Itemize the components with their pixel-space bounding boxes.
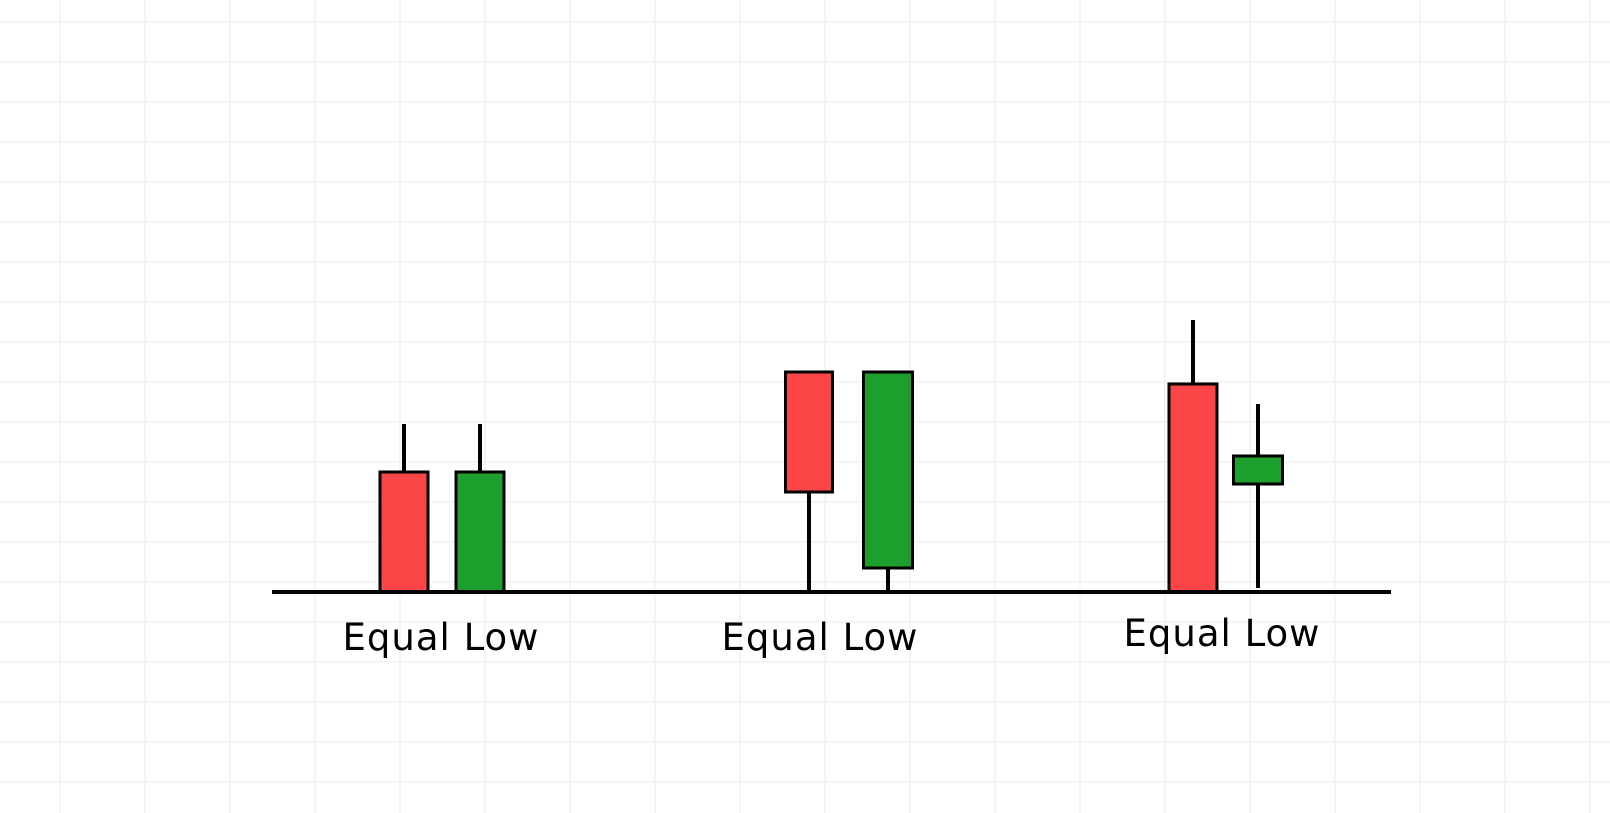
equal-low-3-group xyxy=(1167,320,1284,594)
candlesticks xyxy=(378,320,1284,594)
bearish-candle-body xyxy=(784,370,834,494)
bearish-candle-body xyxy=(1167,382,1219,594)
equal-low-label-1: Equal Low xyxy=(343,616,540,659)
equal-low-1-group xyxy=(378,424,506,594)
equal-low-label-2: Equal Low xyxy=(722,616,919,659)
equal-low-label-3: Equal Low xyxy=(1124,612,1321,655)
equal-low-2-group xyxy=(784,370,914,592)
bullish-candle-body xyxy=(1232,454,1284,486)
bullish-candle-body xyxy=(454,470,506,594)
bearish-candle-body xyxy=(378,470,430,594)
bullish-candle-body xyxy=(862,370,914,570)
labels: Equal Low Equal Low Equal Low xyxy=(343,612,1321,659)
